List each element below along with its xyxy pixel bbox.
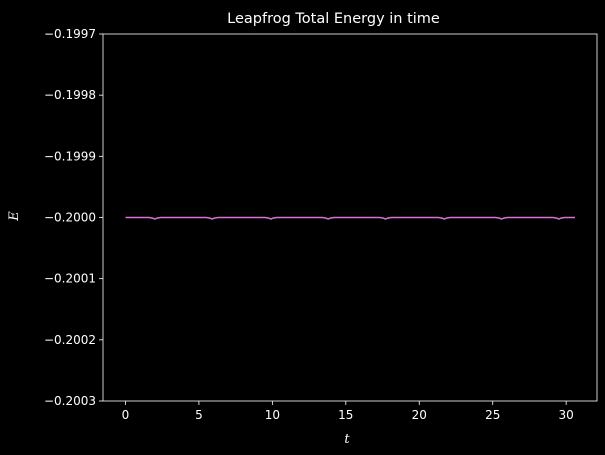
x-tick-label: 5 (195, 408, 203, 422)
y-tick-label: −0.1997 (44, 27, 96, 41)
x-tick-label: 0 (122, 408, 130, 422)
axes-frame (102, 33, 598, 402)
chart-title: Leapfrog Total Energy in time (227, 11, 440, 27)
y-tick-label: −0.2002 (44, 333, 96, 347)
y-axis-label: E (7, 211, 22, 222)
plot-area: 0 5 10 15 20 25 30 −0.2003 −0.2002 −0.2001 −0.2000… (44, 27, 598, 422)
x-tick-label: 25 (485, 408, 500, 422)
series-line-0 (125, 216, 575, 220)
x-tick-label: 30 (559, 408, 574, 422)
x-tick-label: 10 (265, 408, 280, 422)
x-axis-label: t (344, 432, 350, 447)
y-tick-label: −0.2000 (44, 211, 96, 225)
x-tick-label: 15 (338, 408, 353, 422)
y-tick-label: −0.2003 (44, 394, 96, 408)
y-tick-label: −0.1999 (44, 149, 96, 163)
y-tick-label: −0.1998 (44, 88, 96, 102)
x-tick-label: 20 (412, 408, 427, 422)
y-tick-label: −0.2001 (44, 272, 96, 286)
